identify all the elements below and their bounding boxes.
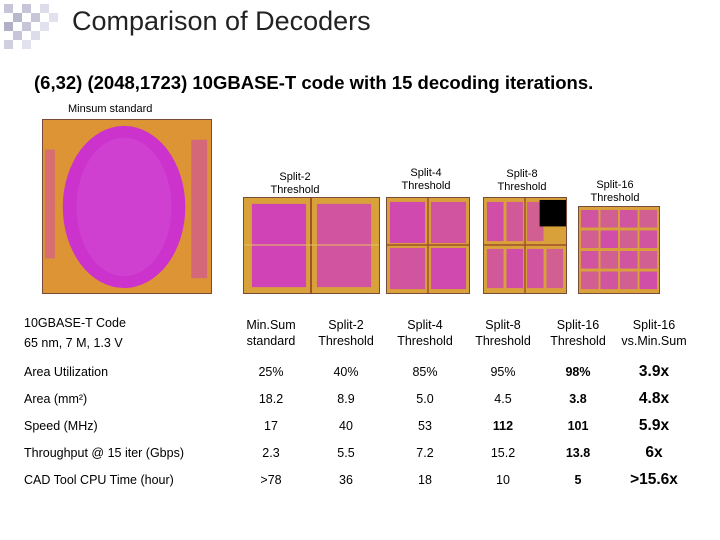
table-cell: 13.8 [565,445,591,460]
table-cell: 17 [264,418,278,433]
table-cell: 5 [574,472,582,487]
row-label: Area Utilization [24,364,109,379]
chip-label-split4: Split-4 Threshold [401,167,451,192]
table-cell: 3.8 [569,391,587,406]
slide-subtitle: (6,32) (2048,1723) 10GBASE-T code with 1… [34,72,594,93]
table-cell: 85% [412,364,438,379]
table-cell: 95% [490,364,516,379]
table-cell: >15.6x [630,470,678,488]
table-cell: 18.2 [258,391,284,406]
table-cell: 3.9x [638,362,670,380]
table-cell: 5.0 [416,391,434,406]
table-cell: 98% [565,364,591,379]
table-cell: 36 [339,472,353,487]
header-cell: Split-16 vs.Min.Sum [621,318,687,348]
table-row: CAD Tool CPU Time (hour) >78 36 18 10 5 … [24,466,694,493]
table-cell: 18 [418,472,432,487]
table-row: Speed (MHz) 17 40 53 112 101 5.9x [24,412,694,439]
split8-layout-image [483,197,567,294]
header-cell: Split-8 Threshold [475,318,531,348]
table-cell: 4.5 [494,391,512,406]
table-header-row: 10GBASE-T Code 65 nm, 7 M, 1.3 V Min.Sum… [24,308,694,358]
row-label: Throughput @ 15 iter (Gbps) [24,445,184,460]
table-cell: 7.2 [416,445,434,460]
table-cell: >78 [260,472,282,487]
header-label-cell: 10GBASE-T Code 65 nm, 7 M, 1.3 V [24,316,126,350]
chip-label-split16: Split-16 Threshold [590,179,640,204]
table-cell: 6x [645,443,663,461]
table-cell: 25% [258,364,284,379]
table-cell: 112 [492,418,514,433]
split4-layout-image [386,197,470,294]
row-label: Speed (MHz) [24,418,98,433]
header-cell: Split-2 Threshold [318,318,374,348]
table-cell: 53 [418,418,432,433]
chip-label-split2: Split-2 Threshold [270,171,320,196]
table-cell: 5.9x [638,416,670,434]
table-cell: 15.2 [490,445,516,460]
table-cell: 4.8x [638,389,670,407]
chip-label-split8: Split-8 Threshold [497,168,547,193]
split16-layout-image [578,206,660,294]
table-cell: 101 [567,418,589,433]
table-cell: 40 [339,418,353,433]
table-row: Area Utilization 25% 40% 85% 95% 98% 3.9… [24,358,694,385]
row-label: CAD Tool CPU Time (hour) [24,472,174,487]
split2-layout-image [243,197,380,294]
row-label: Area (mm²) [24,391,88,406]
chip-label-minsum: Minsum standard [68,103,153,115]
table-cell: 10 [496,472,510,487]
table-row: Area (mm²) 18.2 8.9 5.0 4.5 3.8 4.8x [24,385,694,412]
slide-title: Comparison of Decoders [72,6,371,36]
header-cell: Split-4 Threshold [397,318,453,348]
table-cell: 8.9 [337,391,355,406]
table-row: Throughput @ 15 iter (Gbps) 2.3 5.5 7.2 … [24,439,694,466]
table-cell: 40% [333,364,359,379]
header-cell: Split-16 Threshold [550,318,606,348]
minsum-layout-image [42,119,212,294]
table-cell: 2.3 [262,445,280,460]
header-cell: Min.Sum standard [246,318,296,348]
table-cell: 5.5 [337,445,355,460]
comparison-table: 10GBASE-T Code 65 nm, 7 M, 1.3 V Min.Sum… [24,308,694,493]
slide-logo [4,4,60,52]
